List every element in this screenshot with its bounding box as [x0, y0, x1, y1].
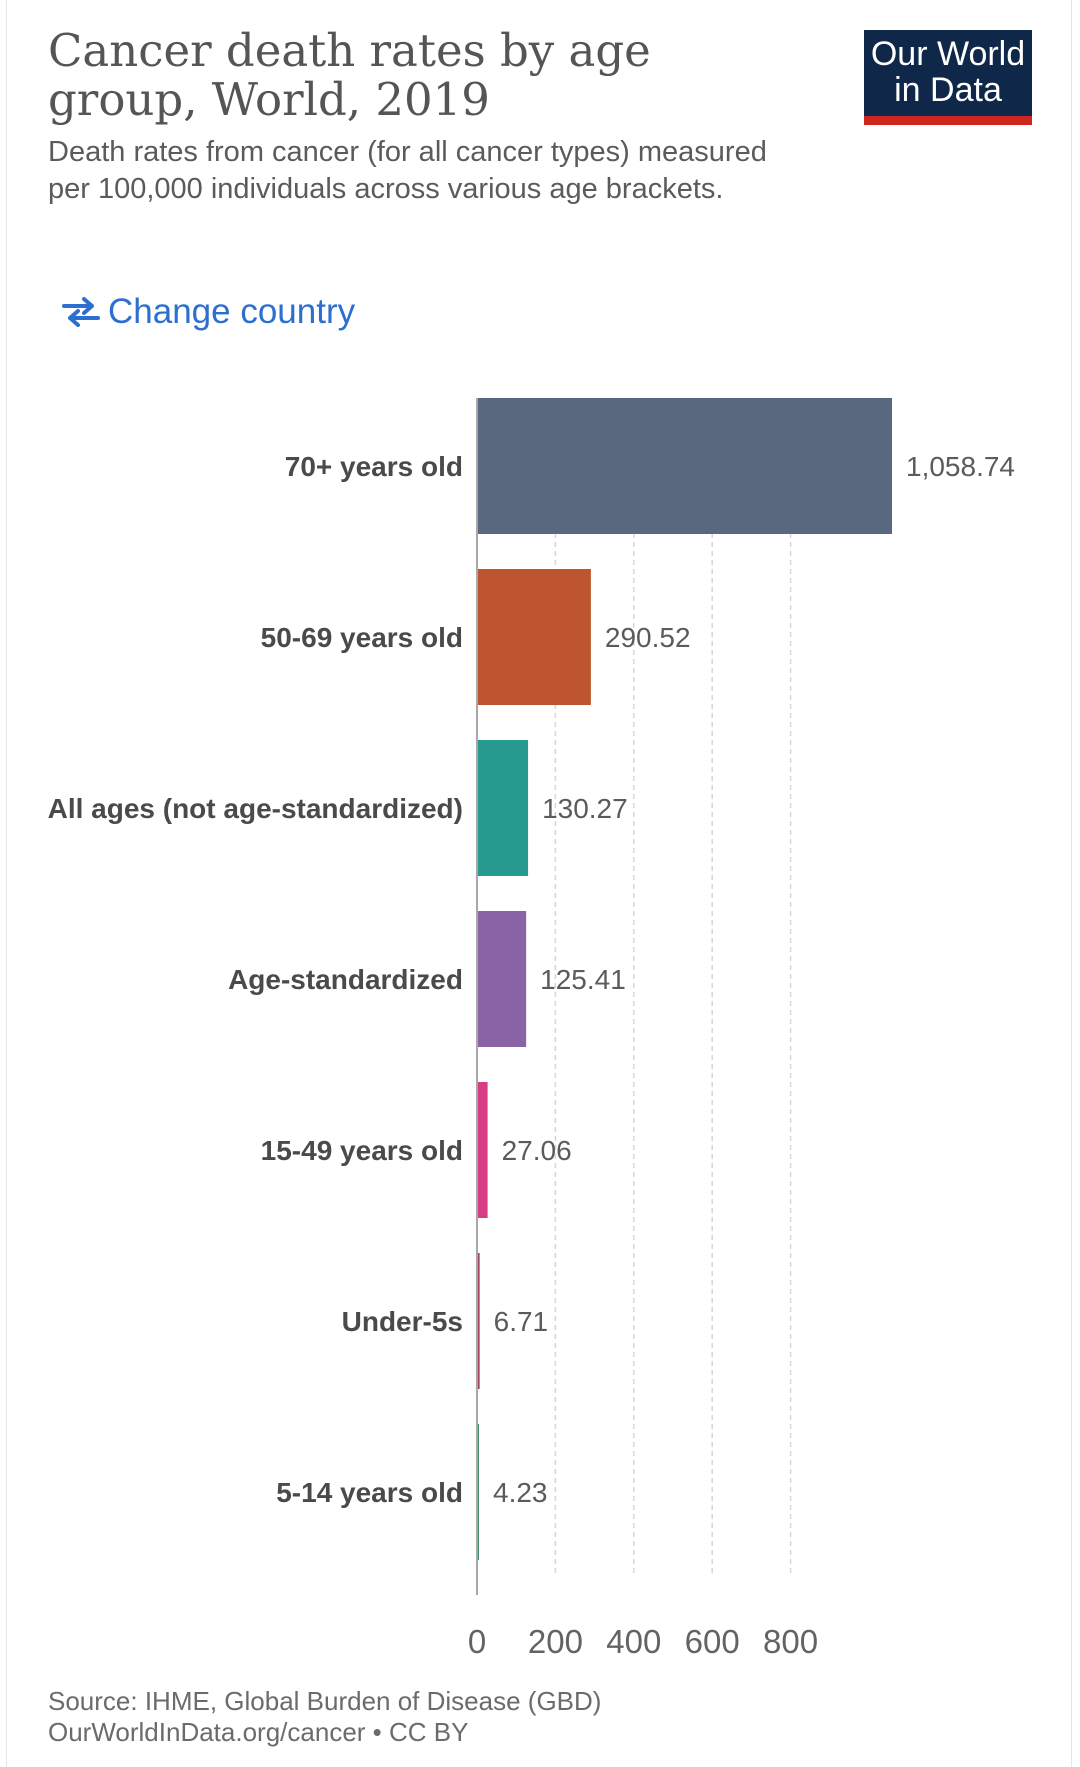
bar-4 [477, 1082, 488, 1218]
category-label-5: Under-5s [342, 1306, 463, 1337]
value-label-1: 290.52 [605, 622, 691, 653]
chart-frame [6, 0, 1072, 1767]
bar-5 [477, 1253, 480, 1389]
x-tick-label-0: 0 [468, 1623, 486, 1660]
category-label-1: 50-69 years old [261, 622, 463, 653]
value-label-2: 130.27 [542, 793, 628, 824]
value-label-5: 6.71 [494, 1306, 548, 1337]
category-label-2: All ages (not age-standardized) [48, 793, 463, 824]
source-note: Source: IHME, Global Burden of Disease (… [48, 1686, 602, 1716]
x-tick-label-2: 400 [606, 1623, 661, 1660]
footer: Source: IHME, Global Burden of Disease (… [48, 1686, 601, 1748]
owid-logo[interactable]: Our World in Data [864, 30, 1032, 125]
category-label-3: Age-standardized [228, 964, 463, 995]
x-tick-label-3: 600 [685, 1623, 740, 1660]
change-country-label: Change country [108, 292, 356, 331]
chart-title: Cancer death rates by age group, World, … [48, 24, 651, 126]
bar-3 [477, 911, 527, 1047]
bar-chart: 70+ years old 1,058.74 50-69 years old 290.… [48, 398, 1015, 1660]
change-country-button[interactable]: Change country [62, 292, 355, 332]
source-link[interactable]: OurWorldInData.org/cancer • CC BY [48, 1717, 469, 1747]
value-label-3: 125.41 [540, 964, 626, 995]
logo-accent-bar [864, 116, 1032, 125]
value-label-6: 4.23 [493, 1477, 548, 1508]
category-label-4: 15-49 years old [261, 1135, 463, 1166]
category-label-6: 5-14 years old [276, 1477, 463, 1508]
swap-arrows-icon [62, 297, 100, 327]
bar-2 [477, 740, 529, 876]
bar-1 [477, 569, 591, 705]
value-label-0: 1,058.74 [906, 451, 1015, 482]
value-label-4: 27.06 [502, 1135, 572, 1166]
chart-subtitle: Death rates from cancer (for all cancer … [48, 136, 767, 205]
bar-0 [477, 398, 892, 534]
x-tick-label-1: 200 [528, 1623, 583, 1660]
category-label-0: 70+ years old [285, 451, 463, 482]
x-tick-label-4: 800 [763, 1623, 818, 1660]
logo-text: Our World in Data [870, 35, 1026, 109]
